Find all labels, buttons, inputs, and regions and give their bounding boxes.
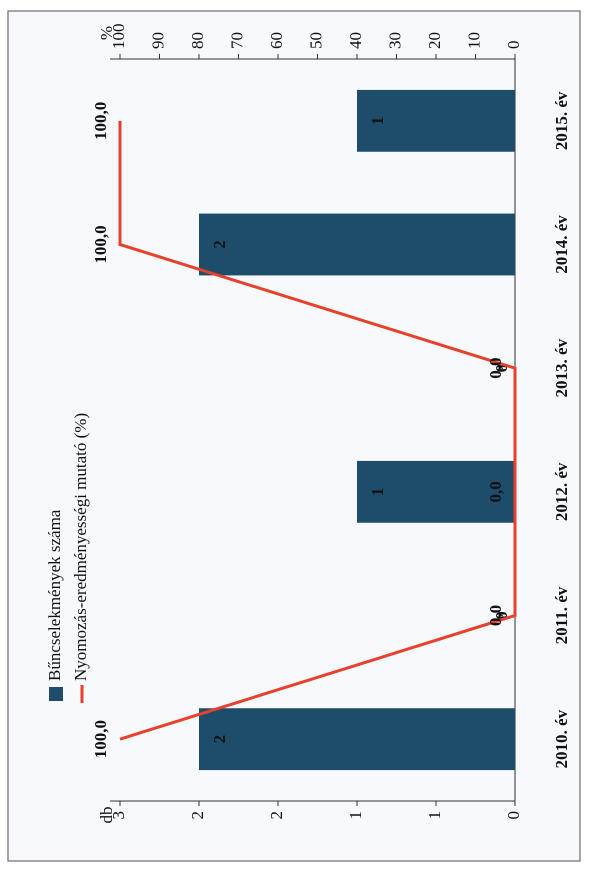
y-tick-label: 1 (346, 811, 365, 820)
y2-tick-label: 30 (385, 32, 404, 49)
line-value-label: 0,0 (486, 605, 505, 626)
bar (199, 708, 515, 771)
line-value-label: 0,0 (486, 481, 505, 502)
y-tick-label: 1 (425, 811, 444, 820)
y2-tick-label: 100 (109, 24, 128, 50)
y2-tick-label: 70 (227, 32, 246, 49)
y-axis-title: db (97, 807, 116, 824)
legend-swatch (49, 687, 63, 701)
legend-label: Bűncselekmények száma (45, 509, 64, 681)
line-value-label: 0,0 (486, 358, 505, 379)
x-tick-label: 2013. év (552, 338, 571, 397)
y2-tick-label: 40 (346, 32, 365, 49)
bar-value-label: 1 (368, 488, 387, 497)
x-tick-label: 2010. év (552, 709, 571, 768)
bar-value-label: 2 (210, 735, 229, 744)
y2-tick-label: 50 (306, 32, 325, 49)
y-tick-label: 0 (504, 811, 523, 820)
bar-value-label: 0 (492, 611, 511, 620)
y2-tick-label: 60 (267, 32, 286, 49)
x-tick-label: 2014. év (552, 215, 571, 274)
y2-tick-label: 80 (188, 32, 207, 49)
bar-value-label: 2 (210, 240, 229, 249)
bar (357, 460, 515, 523)
x-tick-label: 2012. év (552, 462, 571, 521)
y2-axis-title: % (97, 26, 116, 40)
x-tick-label: 2011. év (552, 586, 571, 644)
bar-value-label: 0 (492, 364, 511, 373)
legend-label: Nyomozás-eredményességi mutató (%) (71, 413, 90, 681)
y-tick-label: 3 (109, 811, 128, 820)
y2-tick-label: 10 (464, 32, 483, 49)
y-tick-label: 2 (267, 811, 286, 820)
line-value-label: 100,0 (91, 225, 110, 263)
bar (199, 213, 515, 276)
x-tick-label: 2015. év (552, 91, 571, 150)
y2-tick-label: 90 (148, 32, 167, 49)
bar (357, 89, 515, 152)
y-tick-label: 2 (188, 811, 207, 820)
y2-tick-label: 0 (504, 41, 523, 50)
line-value-label: 100,0 (91, 720, 110, 758)
line-value-label: 100,0 (91, 102, 110, 140)
line (118, 120, 517, 741)
y2-tick-label: 20 (425, 32, 444, 49)
bar-value-label: 1 (368, 117, 387, 126)
